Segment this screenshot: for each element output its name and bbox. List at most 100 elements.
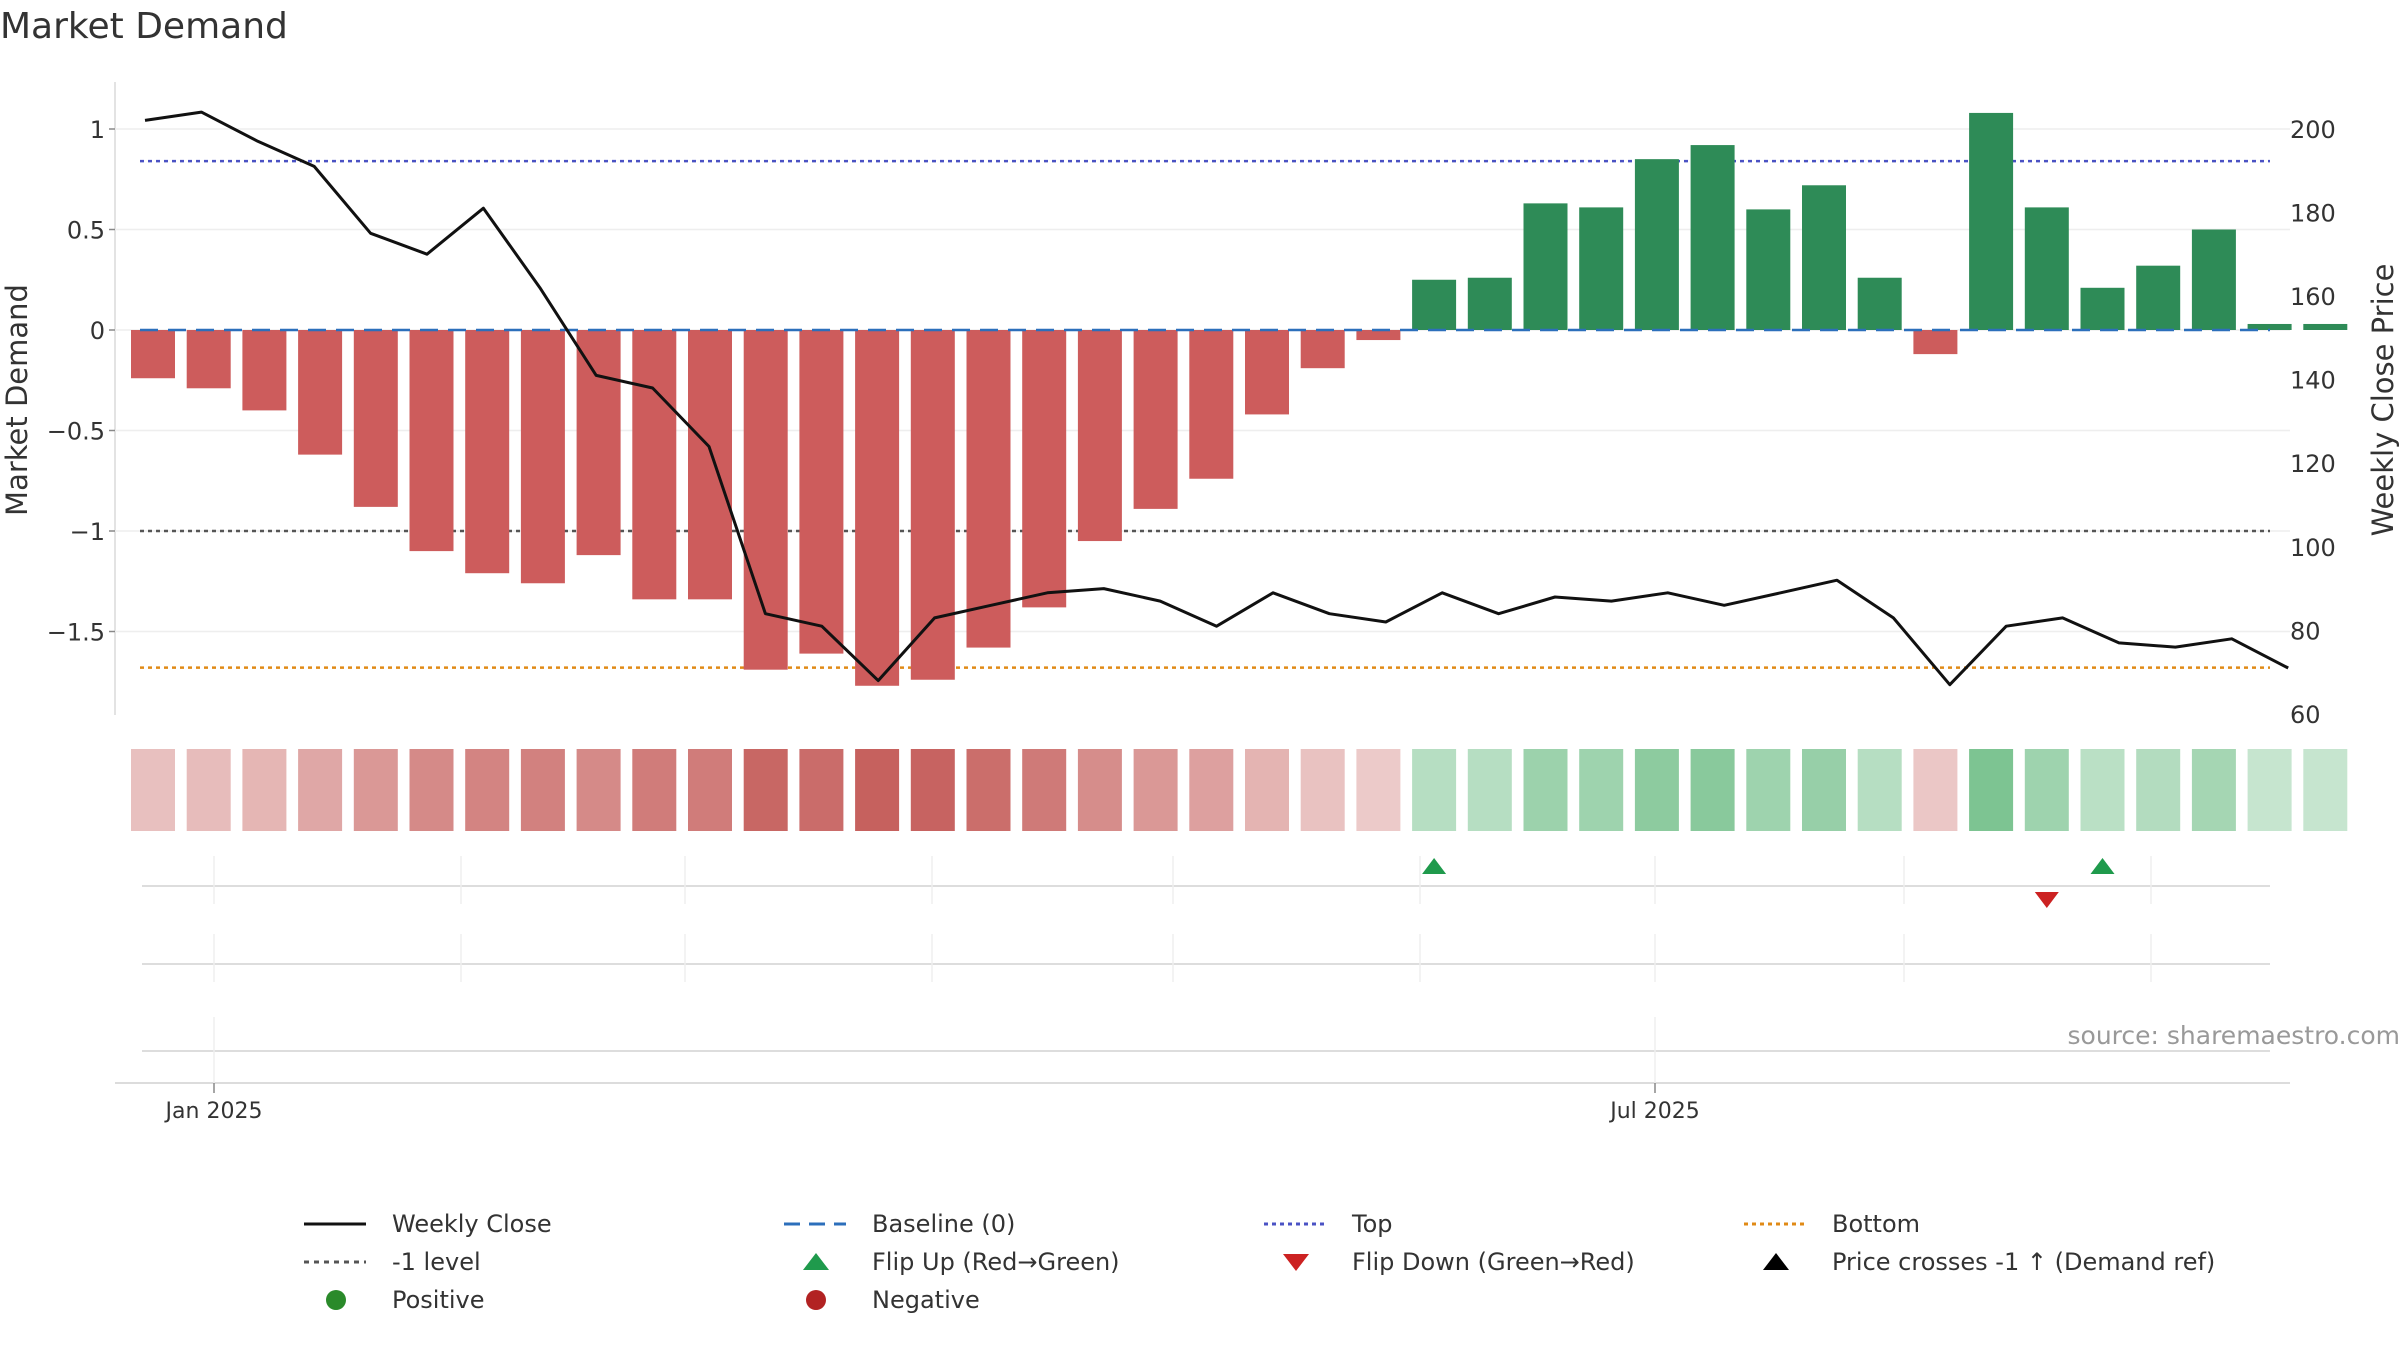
heat-cell (2247, 749, 2292, 831)
demand-bar (1634, 159, 1679, 330)
solid-line-icon (300, 1208, 372, 1240)
dotted-line-icon (1740, 1208, 1812, 1240)
y-tick-label: 1 (90, 116, 105, 144)
demand-bar (1356, 330, 1401, 341)
y2-tick-label: 80 (2290, 617, 2321, 645)
x-tick-label-jul: Jul 2025 (1608, 1099, 1700, 1124)
demand-bar (1523, 203, 1568, 330)
heat-cell (1412, 749, 1457, 831)
dotted-line-icon (300, 1246, 372, 1278)
heat-cell (2080, 749, 2125, 831)
y2-tick-label: 100 (2290, 534, 2336, 562)
legend-item-minus-one: -1 level (300, 1246, 780, 1278)
demand-bar (1690, 145, 1735, 330)
demand-bar (242, 330, 287, 411)
dashed-line-icon (780, 1208, 852, 1240)
legend-item-bottom: Bottom (1740, 1208, 2260, 1240)
y-axis-label: Market Demand (0, 284, 34, 516)
heat-cell (2024, 749, 2069, 831)
legend-item-price-cross: Price crosses -1 ↑ (Demand ref) (1740, 1246, 2260, 1278)
demand-bar (1969, 112, 2014, 330)
demand-bar (131, 330, 175, 379)
heat-cell (131, 749, 175, 831)
demand-bar (1189, 330, 1234, 479)
heat-cell (409, 749, 454, 831)
demand-bar (799, 330, 844, 654)
y2-tick-label: 180 (2290, 199, 2336, 227)
demand-bar (1245, 330, 1289, 415)
heat-cell (966, 749, 1011, 831)
y2-axis-label: Weekly Close Price (2366, 264, 2400, 537)
legend-label: -1 level (392, 1248, 481, 1276)
demand-bar (520, 330, 565, 584)
demand-bar (2024, 207, 2069, 330)
y2-tick-label: 120 (2290, 450, 2336, 478)
demand-bar (353, 330, 398, 507)
flip-up-marker (2090, 858, 2115, 874)
triangle-up-icon (780, 1246, 852, 1278)
triangle-up-icon (1740, 1246, 1812, 1278)
heat-cell (1913, 749, 1958, 831)
heat-cell (2303, 749, 2348, 831)
legend-label: Top (1352, 1210, 1393, 1238)
legend-label: Negative (872, 1286, 980, 1314)
legend-label: Flip Down (Green→Red) (1352, 1248, 1635, 1276)
x-tick-label-jan: Jan 2025 (164, 1099, 263, 1124)
heat-cell (1300, 749, 1345, 831)
demand-bar (966, 330, 1011, 648)
y2-tick-label: 60 (2290, 701, 2321, 729)
heat-cell (743, 749, 788, 831)
y-tick-label: −1.5 (47, 619, 105, 647)
heat-cell (1356, 749, 1401, 831)
heat-cell (1245, 749, 1289, 831)
heat-cell (1579, 749, 1624, 831)
legend-item-top: Top (1260, 1208, 1740, 1240)
heat-cell (2191, 749, 2236, 831)
heat-cell (1746, 749, 1791, 831)
legend-label: Weekly Close (392, 1210, 552, 1238)
demand-bar (1802, 185, 1846, 330)
heat-cell (910, 749, 955, 831)
heat-cell (1802, 749, 1846, 831)
weekly-close-line (144, 110, 2289, 687)
heat-cell (1133, 749, 1178, 831)
demand-bar (1467, 277, 1512, 330)
y-tick-label: −1 (70, 518, 105, 546)
demand-bar (632, 330, 677, 600)
heat-cell (298, 749, 343, 831)
demand-bar (1077, 330, 1122, 542)
demand-bar (2136, 265, 2181, 330)
heat-cell (688, 749, 732, 831)
demand-bar (688, 330, 732, 600)
heat-cell (1467, 749, 1512, 831)
heat-cell (465, 749, 510, 831)
heat-cell (1022, 749, 1067, 831)
demand-bar (2247, 323, 2292, 330)
heat-cell (1969, 749, 2014, 831)
demand-bar (1746, 209, 1791, 330)
demand-bar (2191, 229, 2236, 330)
heat-cell (186, 749, 231, 831)
demand-bar (1022, 330, 1067, 608)
heat-cell (576, 749, 621, 831)
circle-icon (780, 1284, 852, 1316)
heat-cell (1077, 749, 1122, 831)
chart-title: Market Demand (0, 6, 288, 47)
y-tick-label: 0 (90, 317, 105, 345)
y-tick-label: −0.5 (47, 418, 105, 446)
demand-bar (1913, 330, 1958, 355)
legend-item-weekly-close: Weekly Close (300, 1208, 780, 1240)
legend-item-flip-up: Flip Up (Red→Green) (780, 1246, 1260, 1278)
y2-tick-label: 140 (2290, 367, 2336, 395)
flip-up-marker (1422, 858, 1447, 874)
heat-cell (632, 749, 677, 831)
demand-bar (409, 330, 454, 552)
demand-bar (743, 330, 788, 670)
legend-item-baseline: Baseline (0) (780, 1208, 1260, 1240)
demand-bar (1579, 207, 1624, 330)
heat-cell (242, 749, 287, 831)
heat-cell (1189, 749, 1234, 831)
heat-cell (799, 749, 844, 831)
demand-bar (186, 330, 231, 389)
